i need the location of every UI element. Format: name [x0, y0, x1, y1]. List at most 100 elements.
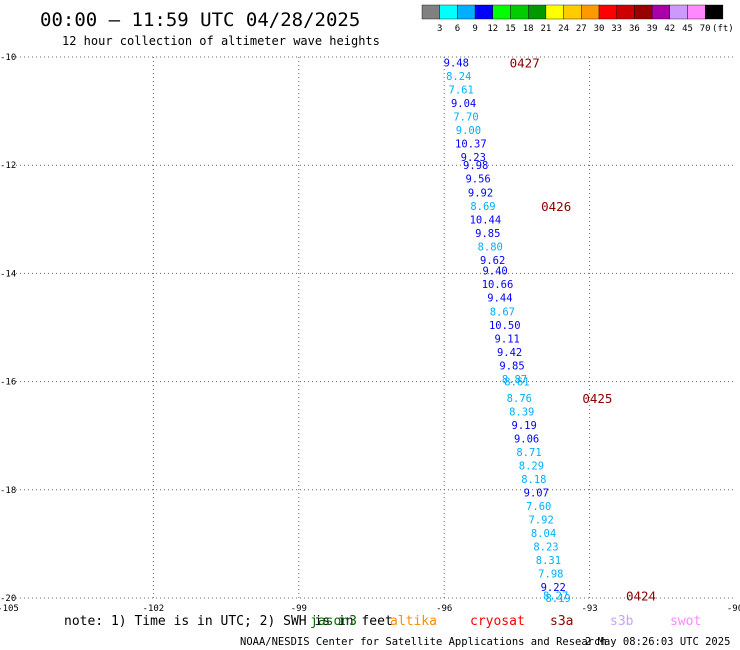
legend-swatch: [545, 4, 564, 20]
satellite-legend: jason3 altika cryosat s3a s3b swot: [310, 614, 701, 629]
legend-label: 36: [629, 24, 640, 34]
y-tick-label: -10: [0, 53, 16, 63]
swh-value-label: 9.22: [541, 582, 566, 594]
legend-label: 21: [540, 24, 551, 34]
x-tick-label: -99: [291, 604, 307, 614]
legend-label: 45: [682, 24, 693, 34]
satellite-name: swot: [670, 614, 701, 629]
legend-swatch: [457, 4, 476, 20]
legend-label: 70: [700, 24, 711, 34]
swh-value-label: 9.06: [514, 433, 539, 445]
legend-swatch: [528, 4, 547, 20]
legend-label: (ft): [712, 24, 734, 34]
legend-swatch: [510, 4, 529, 20]
legend-swatch: [705, 4, 724, 20]
legend-label: 24: [558, 24, 569, 34]
swh-value-label: 8.29: [519, 460, 544, 472]
swh-value-label: 7.70: [453, 112, 478, 124]
y-tick-label: -12: [0, 161, 16, 171]
swh-value-label: 9.11: [495, 333, 520, 345]
swh-value-label: 8.61: [504, 377, 529, 389]
swh-value-label: 9.98: [463, 160, 488, 172]
legend-label: 9: [472, 24, 477, 34]
swh-value-label: 9.85: [475, 228, 500, 240]
note-text: note: 1) Time is in UTC; 2) SWH is in fe…: [64, 614, 393, 629]
legend-swatch: [651, 4, 670, 20]
y-tick-label: -16: [0, 378, 16, 388]
satellite-name: s3b: [610, 614, 634, 629]
footer-credit: NOAA/NESDIS Center for Satellite Applica…: [240, 636, 607, 648]
swh-value-label: 8.76: [507, 393, 532, 405]
date-label: 0427: [510, 55, 540, 70]
legend-swatch: [563, 4, 582, 20]
grid-lines: [8, 56, 735, 599]
swh-value-label: 7.60: [526, 501, 551, 513]
swh-value-label: 10.44: [470, 214, 502, 226]
legend-swatch: [474, 4, 494, 20]
swh-value-label: 9.07: [524, 488, 549, 500]
date-labels: 0427 0426 0425 0424: [510, 55, 656, 603]
x-tick-label: -102: [143, 604, 165, 614]
legend-label: 33: [611, 24, 622, 34]
date-label: 0424: [626, 588, 656, 603]
legend-label: 15: [505, 24, 516, 34]
legend-label: 30: [594, 24, 605, 34]
swh-value-label: 10.37: [455, 139, 487, 151]
swh-value-label: 8.31: [536, 555, 561, 567]
x-tick-label: -96: [436, 604, 452, 614]
x-tick-label: -105: [0, 604, 19, 614]
legend-label: 18: [523, 24, 534, 34]
legend-swatch: [634, 4, 653, 20]
swh-value-label: 9.44: [487, 293, 512, 305]
data-points: 9.48 8.247.61 9.04 7.709.00 10.379.239.98 9.5…: [444, 57, 571, 605]
swh-value-label: 7.61: [449, 84, 474, 96]
swh-value-label: 9.85: [499, 360, 524, 372]
chart-subtitle: 12 hour collection of altimeter wave hei…: [62, 34, 380, 48]
swh-value-label: 8.67: [490, 306, 515, 318]
swh-value-label: 8.27: [543, 590, 568, 602]
legend-label: 3: [437, 24, 442, 34]
swh-value-label: 9.40: [482, 266, 507, 278]
footer-timestamp: 2 May 08:26:03 UTC 2025: [585, 636, 730, 648]
legend-label: 12: [487, 24, 498, 34]
swh-value-label: 10.66: [482, 279, 514, 291]
swh-value-label: 9.42: [497, 347, 522, 359]
swh-value-label: 8.87: [502, 374, 527, 386]
swh-value-label: 8.80: [478, 241, 503, 253]
satellite-name: altika: [390, 614, 437, 629]
satellite-name: jason3: [310, 614, 357, 629]
date-label: 0426: [541, 199, 571, 214]
swh-value-label: 8.18: [521, 474, 546, 486]
x-tick-label: -90: [727, 604, 740, 614]
legend-swatch: [581, 4, 600, 20]
swh-value-label: 9.19: [512, 420, 537, 432]
legend-swatch: [439, 4, 458, 20]
swh-value-label: 10.50: [489, 320, 521, 332]
swh-value-label: 9.48: [444, 57, 469, 69]
legend-label: 27: [576, 24, 587, 34]
color-legend: 3 6 9 12 15 18 21 24 27 30 33 36 39 42 45 70 (ft): [421, 4, 734, 34]
legend-swatch: [421, 4, 440, 20]
legend-swatch: [669, 4, 688, 20]
axis-ticks: -105 -102 -99 -96 -93 -90 -10 -12 -14 -16 -18 -20: [0, 53, 740, 614]
swh-value-label: 8.04: [531, 528, 556, 540]
swh-value-label: 9.62: [480, 255, 505, 267]
satellite-name: cryosat: [470, 614, 525, 629]
legend-swatch: [598, 4, 617, 20]
swh-value-label: 9.00: [456, 125, 481, 137]
y-tick-label: -18: [0, 486, 16, 496]
y-tick-label: -20: [0, 594, 16, 604]
swh-value-label: 9.23: [461, 152, 486, 164]
swh-value-label: 8.19: [545, 593, 570, 605]
legend-label: 6: [455, 24, 460, 34]
x-tick-label: -93: [581, 604, 597, 614]
swh-value-label: 8.23: [533, 542, 558, 554]
legend-swatch: [687, 4, 706, 20]
swh-value-label: 8.71: [516, 447, 541, 459]
swh-value-label: 9.92: [468, 187, 493, 199]
y-tick-label: -14: [0, 269, 16, 279]
legend-label: 42: [664, 24, 675, 34]
swh-value-label: 9.56: [465, 174, 490, 186]
swh-value-label: 8.24: [446, 71, 471, 83]
